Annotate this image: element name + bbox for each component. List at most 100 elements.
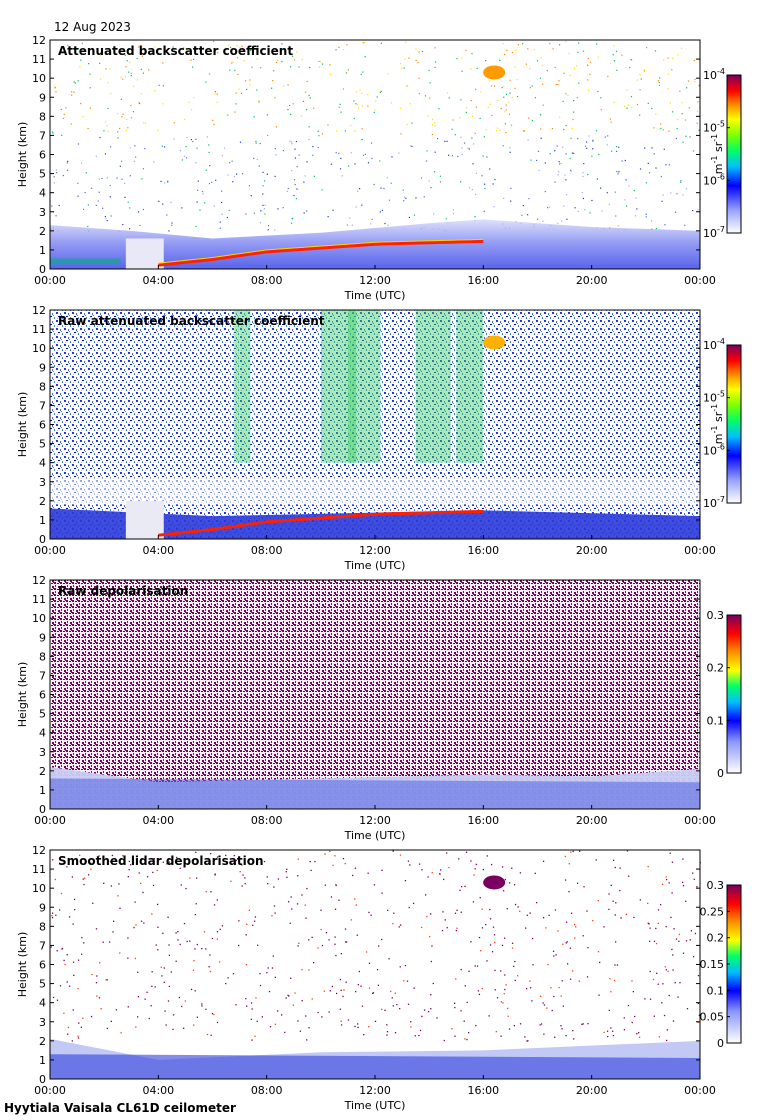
noise-speck <box>405 197 407 199</box>
noise-speck <box>191 109 193 111</box>
noise-speck <box>338 899 340 901</box>
noise-speck <box>267 229 269 231</box>
noise-speck <box>562 1005 565 1007</box>
noise-speck <box>469 187 471 189</box>
noise-speck <box>192 969 195 971</box>
noise-speck <box>202 47 205 49</box>
noise-speck <box>418 51 420 53</box>
noise-speck <box>657 909 660 911</box>
noise-speck <box>558 44 561 46</box>
noise-speck <box>51 912 54 914</box>
noise-speck <box>405 41 407 43</box>
noise-speck <box>475 172 478 174</box>
noise-speck <box>663 59 665 61</box>
noise-speck <box>541 64 544 66</box>
noise-speck <box>457 155 459 158</box>
noise-speck <box>399 854 402 856</box>
noise-speck <box>51 859 54 861</box>
noise-speck <box>268 990 271 993</box>
x-tick-label: 16:00 <box>467 544 499 557</box>
noise-speck <box>657 80 659 82</box>
noise-speck <box>386 1024 388 1026</box>
noise-speck <box>542 1002 544 1004</box>
noise-speck <box>216 931 219 933</box>
noise-speck <box>185 887 187 890</box>
noise-speck <box>465 851 468 853</box>
noise-speck <box>655 113 657 115</box>
noise-speck <box>80 1026 83 1028</box>
noise-speck <box>250 1002 253 1004</box>
noise-speck <box>489 908 491 911</box>
noise-speck <box>361 138 363 141</box>
noise-speck <box>657 922 659 924</box>
noise-speck <box>341 175 343 177</box>
noise-speck <box>598 153 600 155</box>
noise-speck <box>491 114 493 117</box>
noise-speck <box>406 980 409 982</box>
y-tick-label: 5 <box>39 978 46 991</box>
noise-speck <box>554 909 557 911</box>
noise-speck <box>495 1031 497 1033</box>
noise-speck <box>317 130 319 132</box>
noise-speck <box>214 874 216 876</box>
noise-speck <box>393 912 395 914</box>
noise-speck <box>162 932 164 934</box>
noise-speck <box>250 195 252 197</box>
noise-speck <box>407 860 410 862</box>
noise-speck <box>527 139 529 141</box>
noise-speck <box>631 980 633 982</box>
noise-speck <box>120 98 122 100</box>
noise-speck <box>219 928 221 931</box>
noise-speck <box>251 1008 253 1010</box>
noise-speck <box>61 134 63 137</box>
noise-speck <box>574 923 576 926</box>
noise-speck <box>137 995 140 998</box>
noise-speck <box>274 97 276 99</box>
noise-speck <box>95 155 97 157</box>
noise-speck <box>587 79 589 81</box>
noise-speck <box>267 225 270 227</box>
noise-speck <box>289 104 291 107</box>
noise-speck <box>678 933 681 936</box>
noise-speck <box>173 122 175 124</box>
noise-speck <box>273 886 275 888</box>
noise-speck <box>291 908 293 910</box>
noise-speck <box>364 56 366 58</box>
noise-speck <box>471 53 473 55</box>
noise-speck <box>177 931 179 933</box>
noise-speck <box>171 52 173 55</box>
noise-speck <box>502 890 505 892</box>
noise-speck <box>258 100 260 102</box>
noise-speck <box>294 992 296 994</box>
noise-field <box>50 580 700 809</box>
noise-speck <box>296 51 298 53</box>
noise-speck <box>208 73 211 75</box>
noise-speck <box>410 145 412 147</box>
noise-speck <box>419 1029 422 1032</box>
noise-speck <box>186 136 188 139</box>
noise-speck <box>665 164 667 166</box>
noise-speck <box>201 1003 203 1005</box>
noise-speck <box>103 882 105 884</box>
noise-speck <box>380 42 382 44</box>
y-tick-label: 7 <box>39 939 46 952</box>
noise-speck <box>697 101 699 103</box>
noise-speck <box>689 939 691 941</box>
noise-speck <box>128 228 131 230</box>
noise-speck <box>543 1004 546 1006</box>
noise-speck <box>596 43 598 45</box>
noise-speck <box>292 1004 294 1006</box>
noise-speck <box>357 1026 359 1029</box>
noise-speck <box>122 78 124 80</box>
noise-speck <box>589 61 592 63</box>
noise-speck <box>649 998 652 1000</box>
noise-speck <box>154 90 156 92</box>
noise-speck <box>411 145 413 148</box>
noise-speck <box>476 965 479 967</box>
noise-speck <box>567 94 569 97</box>
noise-speck <box>451 155 454 157</box>
high-cloud-blob <box>483 335 506 350</box>
noise-speck <box>460 181 462 183</box>
noise-speck <box>277 59 279 61</box>
noise-speck <box>328 939 330 941</box>
